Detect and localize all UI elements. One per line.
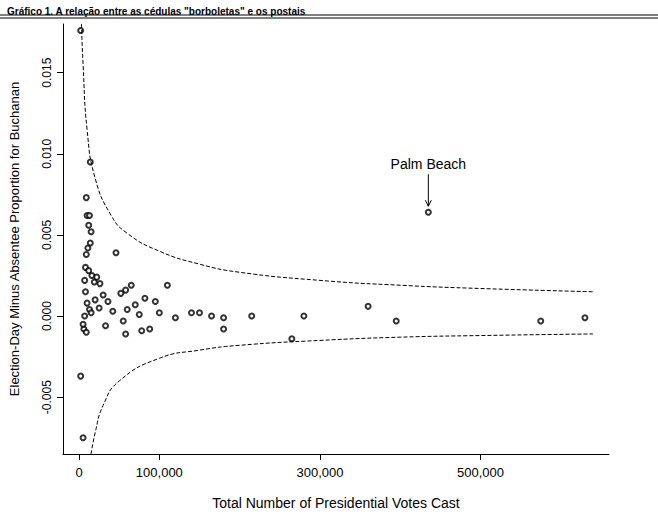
- svg-text:0.015: 0.015: [40, 57, 54, 87]
- svg-text:0.005: 0.005: [40, 220, 54, 250]
- svg-text:Election-Day Minus Absentee Pr: Election-Day Minus Absentee Proportion f…: [7, 82, 22, 396]
- svg-text:500,000: 500,000: [457, 465, 504, 480]
- svg-text:0.000: 0.000: [40, 301, 54, 331]
- svg-text:Total Number of Presidential V: Total Number of Presidential Votes Cast: [212, 495, 460, 511]
- svg-text:-0.005: -0.005: [40, 380, 54, 414]
- svg-text:300,000: 300,000: [296, 465, 343, 480]
- svg-text:0.010: 0.010: [40, 138, 54, 168]
- svg-text:0: 0: [75, 465, 82, 480]
- svg-text:Palm Beach: Palm Beach: [391, 156, 466, 172]
- svg-text:100,000: 100,000: [136, 465, 183, 480]
- svg-text:Gráfico 1. A relação entre as: Gráfico 1. A relação entre as cédulas "b…: [7, 6, 306, 17]
